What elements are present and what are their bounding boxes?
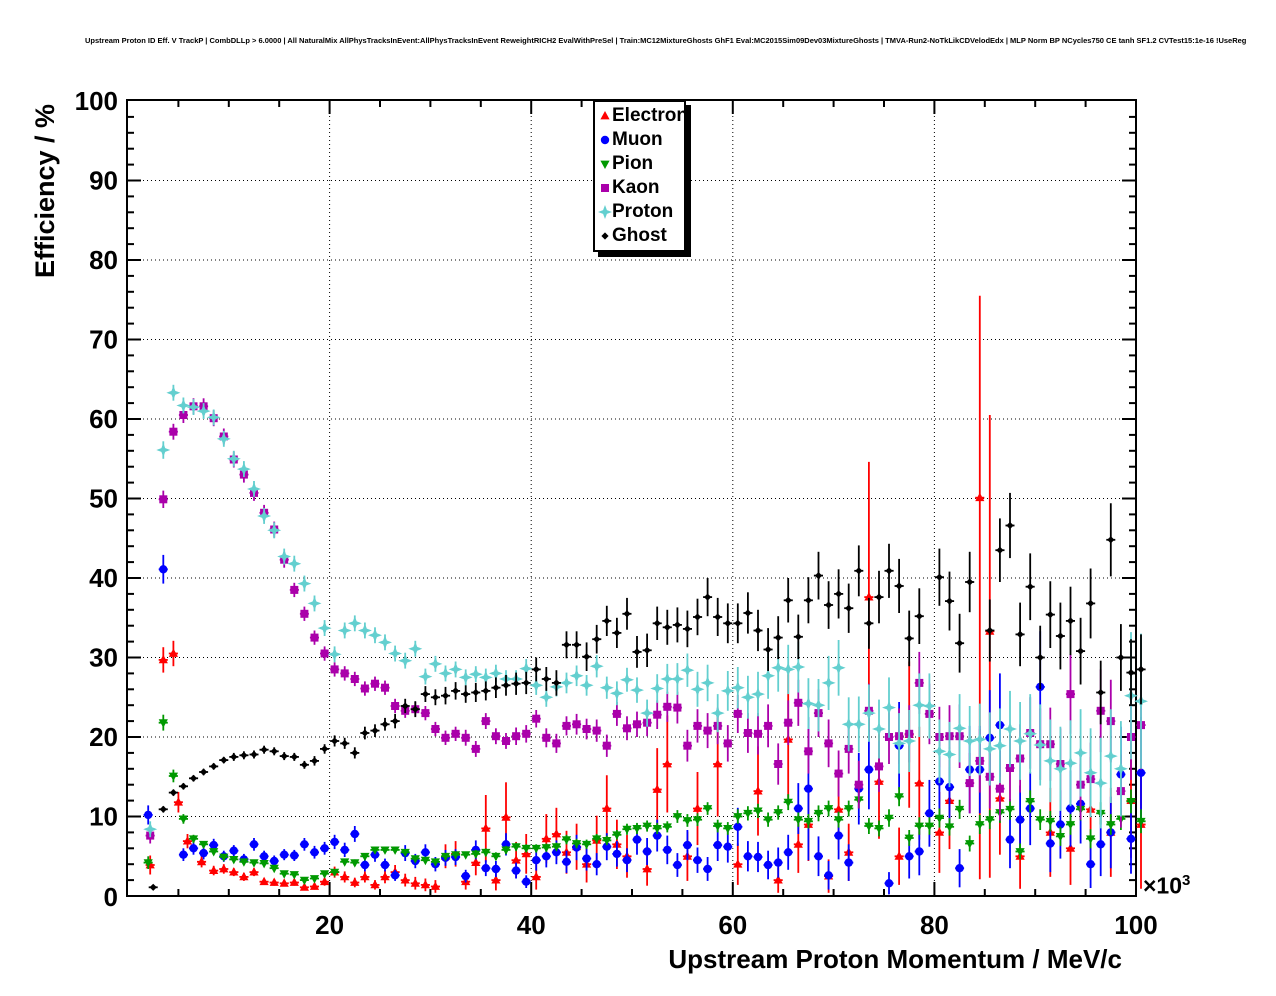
legend: Electron Muon Pion Kaon Proton Ghost (593, 100, 688, 252)
svg-text:80: 80 (920, 910, 949, 940)
svg-text:20: 20 (89, 722, 118, 752)
legend-item-pion: Pion (598, 153, 684, 175)
x-axis-exponent: ×103 (1143, 872, 1190, 900)
legend-label: Ghost (612, 225, 667, 246)
plot-title: Upstream Proton ID Eff. V TrackP | CombD… (85, 36, 1247, 45)
svg-text:80: 80 (89, 245, 118, 275)
legend-item-kaon: Kaon (598, 177, 684, 199)
series-proton (143, 384, 1148, 838)
legend-item-electron: Electron (598, 105, 688, 127)
svg-text:40: 40 (517, 910, 546, 940)
legend-marker-diamond-icon (601, 232, 609, 240)
svg-text:100: 100 (75, 86, 118, 116)
legend-label: Proton (612, 201, 674, 222)
axis-ticks (127, 100, 1137, 896)
legend-marker-square-icon (601, 184, 609, 192)
x-axis-title: Upstream Proton Momentum / MeV/c (668, 944, 1122, 974)
svg-text:10: 10 (89, 802, 118, 832)
legend-label: Muon (612, 129, 663, 150)
svg-text:50: 50 (89, 484, 118, 514)
legend-label: Pion (612, 153, 654, 174)
y-axis-title: Efficiency / % (30, 103, 60, 278)
svg-text:100: 100 (1114, 910, 1157, 940)
svg-text:40: 40 (89, 563, 118, 593)
x-axis-multiplier: ×10 (1143, 872, 1183, 899)
legend-label: Electron (612, 105, 689, 126)
svg-text:70: 70 (89, 325, 118, 355)
legend-marker-circle-icon (600, 135, 610, 145)
x-axis-power: 3 (1182, 872, 1191, 889)
svg-text:0: 0 (104, 882, 118, 912)
legend-marker-triangle-down-icon (600, 160, 610, 169)
legend-item-ghost: Ghost (598, 225, 684, 247)
svg-text:60: 60 (89, 404, 118, 434)
legend-item-muon: Muon (598, 129, 684, 151)
series-electron (145, 295, 1146, 893)
svg-text:90: 90 (89, 166, 118, 196)
axis-tick-labels: 20 40 60 80 100 0 10 20 30 40 50 60 70 80 90 100 (75, 86, 1158, 940)
series-kaon (145, 398, 1146, 844)
svg-text:60: 60 (718, 910, 747, 940)
legend-item-proton: Proton (598, 201, 684, 223)
legend-label: Kaon (612, 177, 660, 198)
svg-text:30: 30 (89, 643, 118, 673)
series-pion (143, 714, 1146, 886)
gridlines (127, 100, 1137, 896)
series-ghost (148, 492, 1146, 891)
legend-marker-star4-icon (598, 205, 612, 219)
legend-marker-triangle-up-icon (600, 111, 610, 120)
svg-text:20: 20 (315, 910, 344, 940)
